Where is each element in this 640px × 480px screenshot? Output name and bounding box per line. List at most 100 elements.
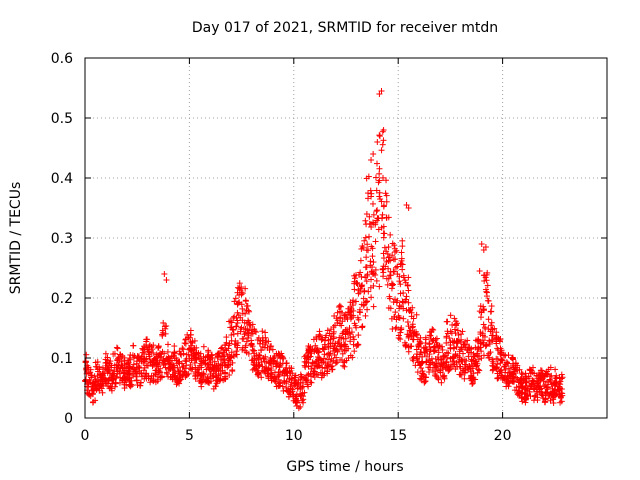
data-point — [233, 348, 240, 355]
data-point — [355, 332, 362, 339]
data-point — [174, 364, 181, 371]
data-point — [362, 217, 369, 224]
data-point — [495, 335, 502, 342]
data-point — [347, 309, 354, 316]
data-point — [477, 314, 484, 321]
data-point — [370, 211, 377, 218]
data-point — [453, 343, 460, 350]
data-point — [395, 332, 402, 339]
data-point — [483, 293, 490, 300]
data-point — [410, 329, 417, 336]
data-point — [499, 357, 506, 364]
y-axis-label: SRMTID / TECUs — [8, 182, 24, 295]
data-point — [248, 330, 255, 337]
data-point — [170, 362, 177, 369]
data-point — [454, 327, 461, 334]
data-point — [486, 350, 493, 357]
data-point — [188, 366, 195, 373]
data-point — [433, 335, 440, 342]
data-point — [284, 372, 291, 379]
data-point — [481, 333, 488, 340]
data-point — [93, 386, 100, 393]
data-point — [390, 256, 397, 263]
data-point — [169, 365, 176, 372]
data-point — [171, 343, 178, 350]
data-point — [255, 370, 262, 377]
data-point — [429, 326, 436, 333]
data-point — [275, 373, 282, 380]
data-point — [465, 353, 472, 360]
data-point — [186, 334, 193, 341]
data-point — [413, 331, 420, 338]
data-point — [237, 287, 244, 294]
data-point — [376, 165, 383, 172]
data-point — [361, 237, 368, 244]
data-point — [301, 362, 308, 369]
data-point — [380, 269, 387, 276]
data-point — [220, 353, 227, 360]
data-point — [268, 357, 275, 364]
data-point — [482, 274, 489, 281]
data-point — [477, 339, 484, 346]
data-point — [330, 345, 337, 352]
data-point — [362, 312, 369, 319]
data-point — [330, 328, 337, 335]
data-point — [181, 369, 188, 376]
data-point — [399, 237, 406, 244]
data-point — [228, 319, 235, 326]
data-point — [85, 364, 92, 371]
data-point — [307, 353, 314, 360]
data-point — [313, 334, 320, 341]
data-point — [245, 317, 252, 324]
data-point — [176, 348, 183, 355]
data-point — [219, 352, 226, 359]
data-point — [180, 346, 187, 353]
data-point — [417, 334, 424, 341]
data-point — [339, 330, 346, 337]
data-point — [384, 250, 391, 257]
data-point — [318, 336, 325, 343]
data-point — [92, 397, 99, 404]
data-point — [373, 208, 380, 215]
data-point — [233, 323, 240, 330]
data-point — [159, 327, 166, 334]
data-point — [505, 369, 512, 376]
data-point — [456, 371, 463, 378]
data-point — [480, 306, 487, 313]
data-point — [510, 364, 517, 371]
data-point — [155, 345, 162, 352]
data-point — [449, 358, 456, 365]
data-point — [88, 372, 95, 379]
data-point — [558, 398, 565, 405]
data-point — [441, 374, 448, 381]
data-point — [405, 274, 412, 281]
data-point — [280, 387, 287, 394]
data-point — [394, 271, 401, 278]
data-point — [237, 328, 244, 335]
data-point — [385, 244, 392, 251]
data-point — [189, 365, 196, 372]
data-point — [121, 385, 128, 392]
data-point — [248, 340, 255, 347]
data-point — [400, 305, 407, 312]
data-point — [400, 315, 407, 322]
data-point — [385, 265, 392, 272]
data-point — [482, 244, 489, 250]
data-point — [355, 341, 362, 348]
data-point — [556, 387, 563, 394]
data-point — [228, 332, 235, 339]
data-point — [523, 378, 530, 385]
data-point — [106, 368, 113, 375]
data-point — [212, 383, 219, 390]
data-point — [450, 355, 457, 362]
data-point — [289, 370, 296, 377]
data-point — [439, 346, 446, 353]
data-point — [121, 379, 128, 386]
data-point — [466, 344, 473, 351]
data-point — [443, 349, 450, 356]
data-point — [150, 349, 157, 356]
data-point — [130, 361, 137, 368]
data-point — [113, 344, 120, 351]
data-point — [513, 374, 520, 381]
data-point — [472, 376, 479, 383]
